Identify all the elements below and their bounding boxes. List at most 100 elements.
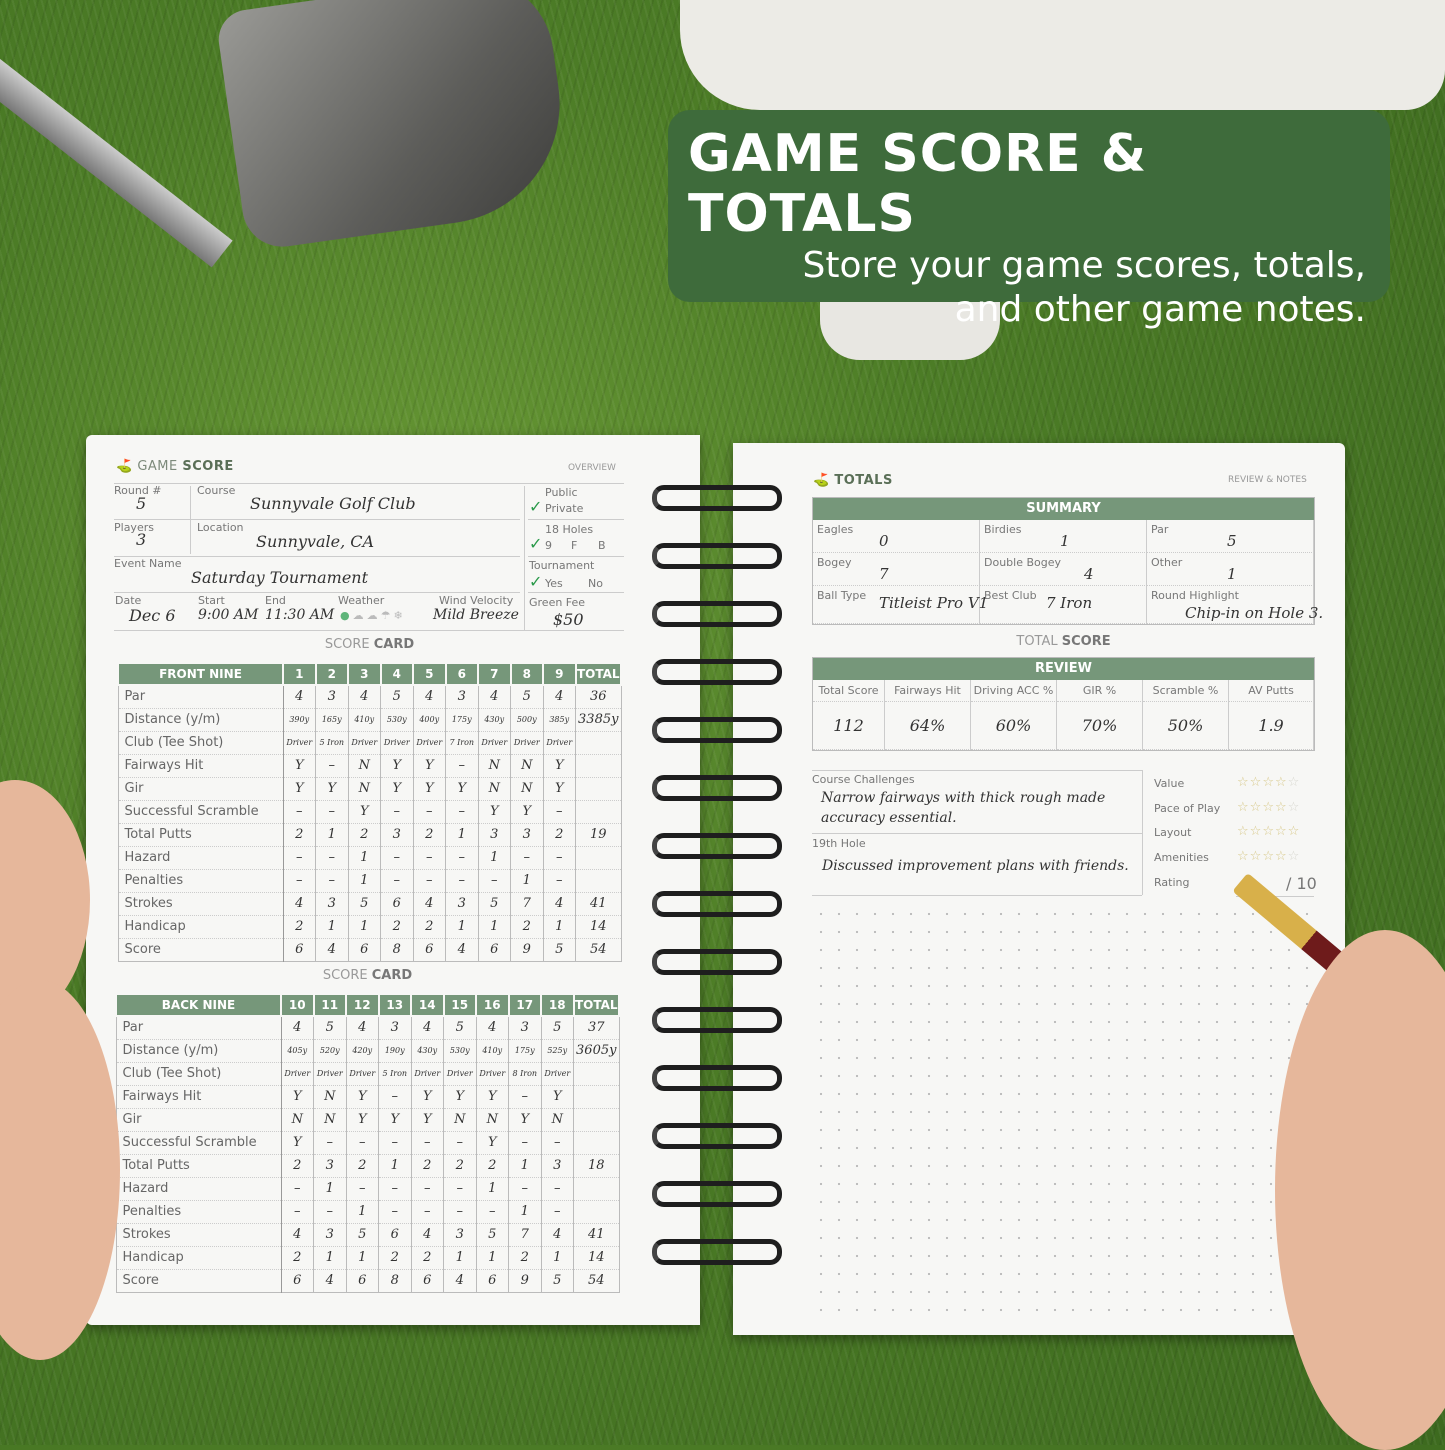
score-cell[interactable]: 2 [510, 915, 544, 939]
score-cell[interactable]: 6 [281, 1269, 314, 1293]
score-cell[interactable]: 6 [378, 1223, 412, 1247]
score-cell[interactable]: – [543, 800, 576, 824]
score-cell[interactable]: Driver [348, 731, 381, 755]
score-cell[interactable]: – [543, 869, 576, 893]
score-cell[interactable]: 6 [411, 1269, 444, 1293]
score-cell[interactable]: – [380, 869, 414, 893]
star-icon[interactable]: ☆ [1287, 848, 1301, 864]
score-cell[interactable]: N [443, 1108, 477, 1132]
score-cell[interactable]: 4 [543, 685, 576, 709]
score-cell[interactable]: – [283, 800, 316, 824]
score-cell[interactable]: 4 [348, 685, 381, 709]
score-cell[interactable]: – [378, 1200, 412, 1224]
private-option[interactable]: Private [545, 502, 584, 515]
score-cell[interactable]: – [445, 846, 479, 870]
sun-icon[interactable]: ● [340, 609, 353, 622]
score-cell[interactable]: 4 [411, 1016, 444, 1040]
score-cell[interactable]: Driver [283, 731, 316, 755]
score-cell[interactable]: 420y [346, 1039, 379, 1063]
star-icon[interactable]: ☆ [1274, 799, 1288, 815]
score-cell[interactable]: 5 [541, 1269, 574, 1293]
summary-cell[interactable]: Birdies 1 [980, 520, 1147, 553]
score-cell[interactable]: – [281, 1177, 314, 1201]
score-cell[interactable]: 2 [476, 1154, 509, 1178]
players-value[interactable]: 3 [136, 530, 147, 549]
total-cell[interactable] [575, 846, 622, 870]
total-cell[interactable] [573, 1108, 620, 1132]
score-cell[interactable]: N [348, 754, 381, 778]
score-cell[interactable]: 385y [543, 708, 576, 732]
score-cell[interactable]: – [315, 869, 349, 893]
score-cell[interactable]: 405y [281, 1039, 314, 1063]
holes-18-option[interactable]: 18 Holes [545, 523, 594, 536]
score-cell[interactable]: – [413, 800, 446, 824]
score-cell[interactable]: Y [510, 800, 544, 824]
score-cell[interactable]: Y [348, 800, 381, 824]
review-value[interactable]: 1.9 [1229, 702, 1314, 750]
score-cell[interactable]: Y [478, 800, 511, 824]
start-value[interactable]: 9:00 AM [198, 607, 259, 623]
score-cell[interactable]: 430y [478, 708, 511, 732]
score-cell[interactable]: 2 [281, 1246, 314, 1270]
star-rating[interactable]: ☆☆☆☆☆ [1237, 824, 1300, 839]
score-cell[interactable]: – [443, 1200, 477, 1224]
score-cell[interactable]: – [445, 754, 479, 778]
cloud-icon[interactable]: ☁ [366, 609, 381, 622]
date-value[interactable]: Dec 6 [129, 606, 176, 625]
score-cell[interactable]: – [413, 869, 446, 893]
score-cell[interactable]: – [445, 869, 479, 893]
star-icon[interactable]: ☆ [1249, 775, 1263, 790]
score-cell[interactable]: 520y [313, 1039, 347, 1063]
star-icon[interactable]: ☆ [1237, 848, 1250, 864]
score-cell[interactable]: Driver [510, 731, 544, 755]
score-cell[interactable]: Driver [443, 1062, 477, 1086]
green-fee-value[interactable]: $50 [553, 610, 584, 629]
score-cell[interactable]: 7 Iron [445, 731, 479, 755]
score-cell[interactable]: 2 [348, 823, 381, 847]
star-icon[interactable]: ☆ [1274, 824, 1288, 839]
total-cell[interactable] [575, 869, 622, 893]
score-cell[interactable]: – [378, 1085, 412, 1109]
score-cell[interactable]: 1 [348, 846, 381, 870]
score-cell[interactable]: 1 [508, 1200, 542, 1224]
score-cell[interactable]: 1 [543, 915, 576, 939]
score-cell[interactable]: – [380, 846, 414, 870]
score-cell[interactable]: Y [380, 777, 414, 801]
score-cell[interactable]: 4 [413, 892, 446, 916]
score-cell[interactable]: 165y [315, 708, 349, 732]
score-cell[interactable]: 1 [348, 869, 381, 893]
score-cell[interactable]: 5 Iron [378, 1062, 412, 1086]
score-cell[interactable]: 3 [541, 1154, 574, 1178]
score-cell[interactable]: Driver [543, 731, 576, 755]
score-cell[interactable]: 2 [443, 1154, 477, 1178]
score-cell[interactable]: Y [476, 1131, 509, 1155]
score-cell[interactable]: N [478, 777, 511, 801]
summary-cell[interactable]: Bogey 7 [813, 553, 980, 586]
score-cell[interactable]: 2 [281, 1154, 314, 1178]
total-cell[interactable] [573, 1062, 620, 1086]
public-option[interactable]: Public [545, 486, 578, 499]
holes-f-option[interactable]: F [571, 539, 578, 552]
score-cell[interactable]: 430y [411, 1039, 444, 1063]
score-cell[interactable]: 5 [478, 892, 511, 916]
score-cell[interactable]: 4 [413, 685, 446, 709]
score-cell[interactable]: 4 [543, 892, 576, 916]
score-cell[interactable]: – [411, 1200, 444, 1224]
score-cell[interactable]: 1 [346, 1200, 379, 1224]
score-cell[interactable]: 4 [445, 938, 479, 962]
score-cell[interactable]: Y [346, 1108, 379, 1132]
score-cell[interactable]: Y [281, 1131, 314, 1155]
total-cell[interactable]: 18 [573, 1154, 620, 1178]
score-cell[interactable]: 1 [478, 915, 511, 939]
score-cell[interactable]: 3 [445, 892, 479, 916]
summary-cell[interactable]: Eagles 0 [813, 520, 980, 553]
score-cell[interactable]: 6 [348, 938, 381, 962]
score-cell[interactable]: Driver [478, 731, 511, 755]
total-cell[interactable]: 54 [575, 938, 622, 962]
score-cell[interactable]: 4 [315, 938, 349, 962]
end-value[interactable]: 11:30 AM [265, 607, 335, 623]
score-cell[interactable]: Y [508, 1108, 542, 1132]
event-value[interactable]: Saturday Tournament [191, 568, 369, 587]
wind-value[interactable]: Mild Breeze [433, 607, 519, 623]
score-cell[interactable]: N [541, 1108, 574, 1132]
